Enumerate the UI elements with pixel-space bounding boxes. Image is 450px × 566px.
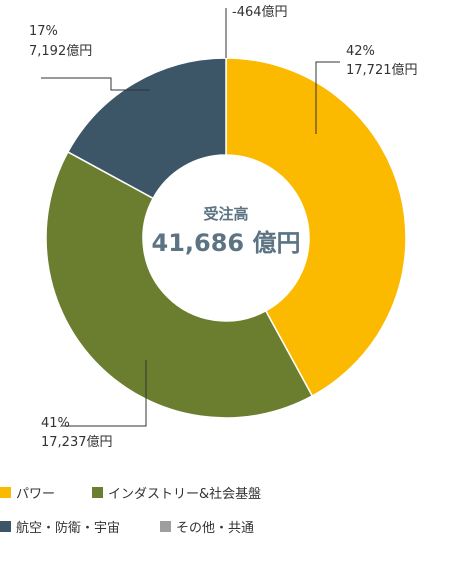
callout-other-value: -464億円 [232, 4, 288, 20]
legend-swatch-industry [92, 486, 103, 498]
callout-aerospace-percent: 17% [29, 24, 58, 39]
callout-industry-value: 17,237億円 [41, 434, 113, 450]
center-label: 受注高 [203, 205, 248, 223]
callout-aerospace-value: 7,192億円 [29, 43, 92, 59]
callout-industry-percent: 41% [41, 416, 70, 431]
legend-row: パワー インダストリー&社会基盤 [0, 484, 450, 502]
center-value: 41,686 億円 [152, 229, 301, 257]
leader-line-industry [62, 360, 147, 427]
legend-row: 航空・防衛・宇宙 その他・共通 [0, 518, 450, 536]
legend-item-aerospace: 航空・防衛・宇宙 [0, 518, 160, 536]
callout-leaders [41, 8, 340, 427]
legend-swatch-aerospace [0, 520, 11, 532]
legend-label-aerospace: 航空・防衛・宇宙 [16, 520, 121, 536]
leader-line-aerospace [41, 77, 150, 91]
slice-aerospace [66, 57, 227, 200]
legend-swatch-power [0, 486, 11, 498]
legend-item-other: その他・共通 [160, 518, 340, 536]
donut-slices [45, 57, 407, 419]
legend: パワー インダストリー&社会基盤 航空・防衛・宇宙 その他・共通 [0, 484, 450, 552]
donut-chart: 受注高 41,686 億円 42% 17,721億円 41% 17,237億円 … [29, 4, 418, 450]
legend-label-industry: インダストリー&社会基盤 [108, 486, 262, 502]
slice-industry [45, 150, 314, 419]
slice-power [225, 57, 407, 397]
legend-label-other: その他・共通 [176, 520, 255, 536]
callout-power-percent: 42% [346, 44, 375, 59]
callout-power-value: 17,721億円 [346, 62, 418, 78]
legend-swatch-other [160, 520, 171, 532]
legend-label-power: パワー [16, 486, 56, 502]
legend-item-industry: インダストリー&社会基盤 [92, 484, 272, 502]
legend-item-power: パワー [0, 484, 92, 502]
leader-line-power [315, 61, 340, 134]
